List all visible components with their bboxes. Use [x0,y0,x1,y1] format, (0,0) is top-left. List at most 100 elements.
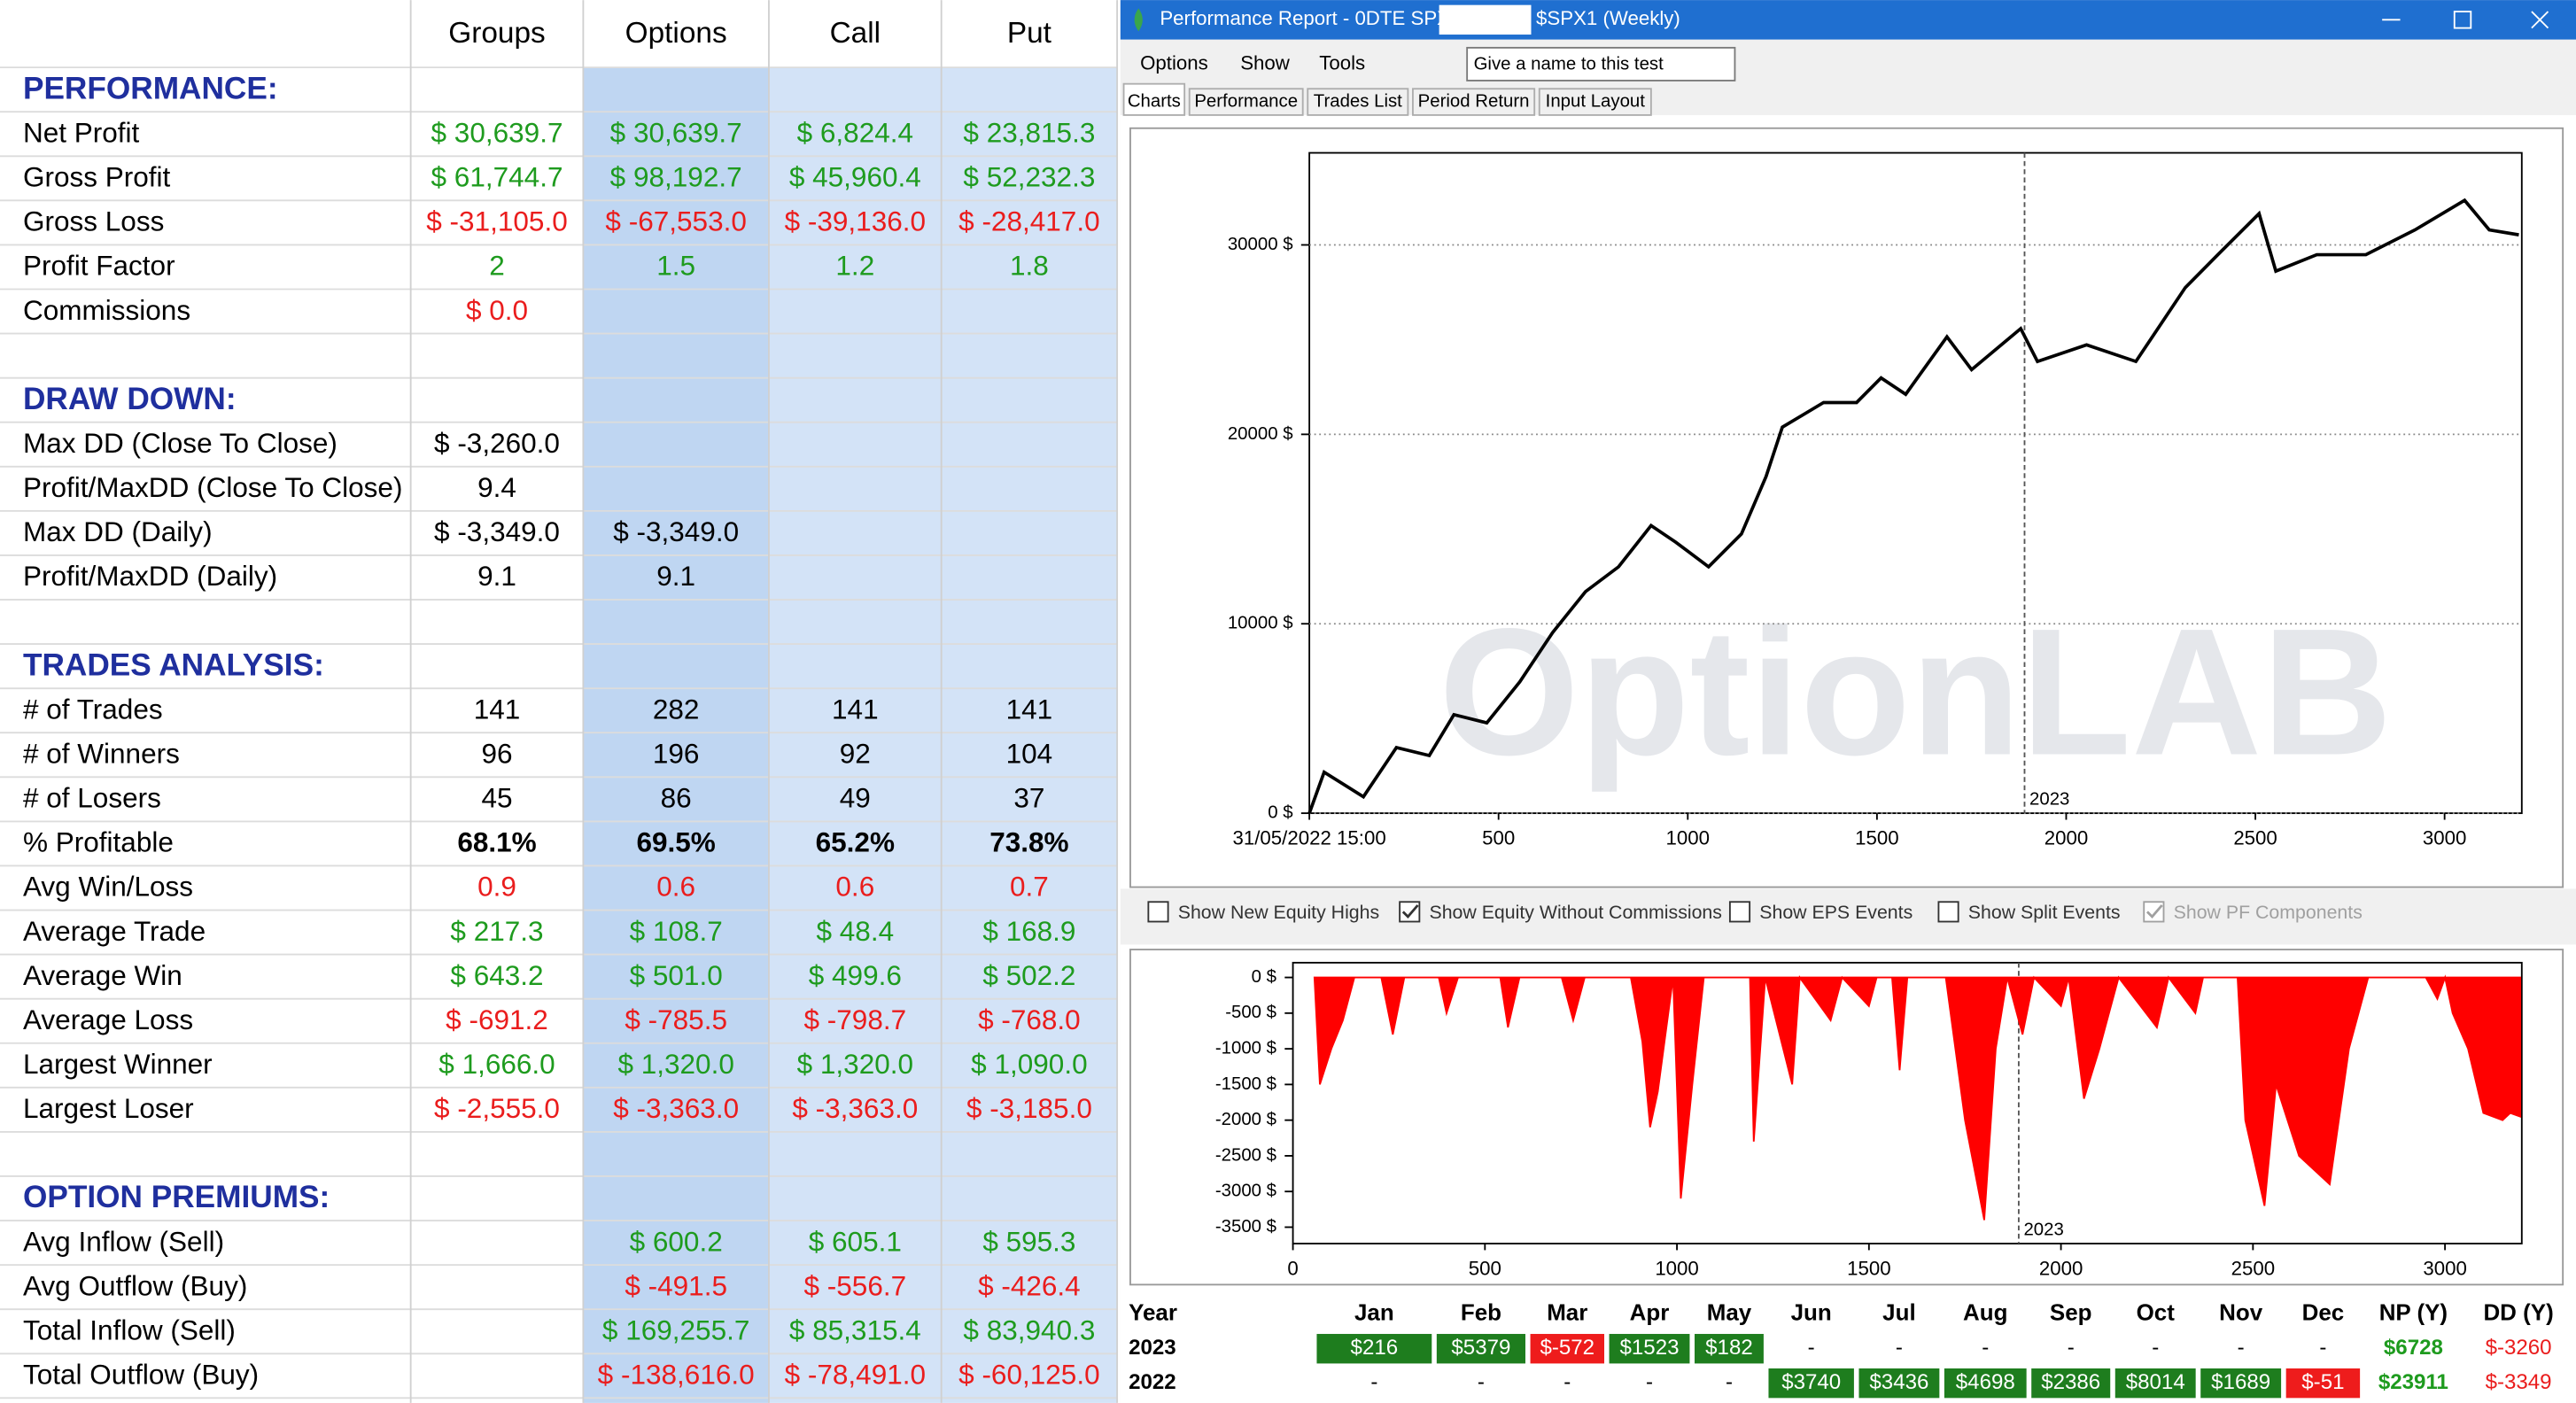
month-value: $3436 [1869,1370,1928,1394]
menu-item[interactable]: Options [1140,51,1208,74]
cell: $ -3,185.0 [966,1092,1092,1124]
cell: 69.5% [636,826,715,858]
cell: 92 [840,738,871,770]
checkbox-label[interactable]: Show EPS Events [1759,902,1913,923]
checkbox-label[interactable]: Show New Equity Highs [1178,902,1379,923]
y-tick-label: -2000 $ [1215,1110,1277,1129]
checkbox[interactable] [1937,901,1959,923]
cell: $ 217.3 [450,915,543,947]
cell: 282 [653,693,700,725]
close-button[interactable] [2531,11,2549,29]
month-cell [1693,1332,1765,1366]
row-label: Max DD (Close To Close) [23,427,338,459]
cell: $ -3,349.0 [613,515,739,547]
watermark: OptionLAB [1439,591,2392,793]
menu-item[interactable]: Tools [1319,51,1365,74]
cell: $ -31,105.0 [426,205,567,237]
month-value: $2386 [2041,1370,2100,1394]
maximize-button[interactable] [2453,11,2472,29]
cell: 45 [481,782,512,814]
row-label: Net Profit [23,116,140,148]
row-label: Average Trade [23,915,206,947]
month-value: - [1982,1336,1989,1360]
checkmark [1401,904,1419,919]
checkbox-label[interactable]: Show Equity Without Commissions [1429,902,1721,923]
cell: $ 48.4 [817,915,895,947]
menu-item[interactable]: Show [1240,51,1291,74]
cell: 9.4 [477,471,516,503]
x-tick-label: 1000 [1655,1258,1699,1280]
month-value: $-3349 [2486,1370,2552,1394]
app-icon [1134,8,1143,32]
month-header: Apr [1630,1299,1670,1326]
tab-label[interactable]: Performance [1194,91,1298,111]
month-header: NP (Y) [2379,1299,2448,1326]
checkbox-label[interactable]: Show Split Events [1968,902,2121,923]
month-value: 2022 [1129,1370,1176,1394]
month-header: Nov [2219,1299,2263,1326]
row-label: # of Winners [23,738,180,770]
cell: 1.2 [835,250,874,282]
month-value: $-51 [2301,1370,2344,1394]
tab[interactable] [1122,82,1186,116]
cell: $ 61,744.7 [431,161,563,193]
cell: $ 108.7 [630,915,723,947]
tab-label[interactable]: Period Return [1418,91,1530,111]
row-label: Total Outflow (Buy) [23,1359,259,1391]
cell: 68.1% [457,826,536,858]
month-value: $4698 [1956,1370,2015,1394]
checkbox[interactable] [1399,901,1421,923]
month-header: Sep [2050,1299,2092,1326]
cell: 0.9 [477,871,516,903]
cell: 0.7 [1010,871,1049,903]
name-input[interactable] [1466,46,1736,81]
cell: $ 30,639.7 [610,116,742,148]
checkbox[interactable] [1147,901,1169,923]
month-header: Feb [1461,1299,1501,1326]
column-header: Groups [448,17,545,50]
cell: 196 [653,738,700,770]
month-cell [2199,1367,2283,1400]
cell: 96 [481,738,512,770]
month-value: - [2238,1336,2245,1360]
row-label: Average Loss [23,1004,193,1035]
tab[interactable] [1412,88,1536,116]
cell: $ -768.0 [978,1004,1081,1035]
month-cell [1434,1332,1527,1366]
checkbox[interactable] [1728,901,1751,923]
cell: $ -491.5 [625,1269,727,1301]
month-header: Oct [2137,1299,2176,1326]
cell: 86 [661,782,692,814]
tab[interactable] [1307,88,1409,116]
cell: 141 [832,693,879,725]
y-tick-label: 10000 $ [1228,614,1293,633]
cell: $ -67,553.0 [605,205,746,237]
cell: $ 85,315.4 [789,1314,921,1345]
y-tick-label: -500 $ [1225,1003,1276,1022]
tab-label[interactable]: Charts [1128,91,1181,111]
row-label: Largest Loser [23,1092,194,1124]
month-value: $182 [1705,1336,1753,1360]
tab-label[interactable]: Input Layout [1546,91,1646,111]
month-value: $1689 [2211,1370,2270,1394]
cell: $ 1,320.0 [797,1048,913,1080]
month-header: Aug [1963,1299,2007,1326]
cell: $ 98,192.7 [610,161,742,193]
cell: $ 600.2 [630,1225,723,1257]
month-value: $216 [1351,1336,1399,1360]
window-title: Performance Report - 0DTE SPX [1160,7,1450,29]
cell: $ -3,363.0 [792,1092,918,1124]
x-tick-label: 2500 [2233,827,2277,849]
row-label: Profit/MaxDD (Daily) [23,560,277,592]
cell: $ 605.1 [809,1225,902,1257]
column-header: Call [830,17,881,50]
checkbox [2143,901,2165,923]
y-tick-label: -1000 $ [1215,1038,1277,1058]
y-tick-label: -1500 $ [1215,1074,1277,1094]
tab-label[interactable]: Trades List [1314,91,1402,111]
cell: $ 83,940.3 [963,1314,1095,1345]
tab[interactable] [1188,88,1304,116]
tab[interactable] [1538,88,1652,116]
cell: $ 1,090.0 [971,1048,1087,1080]
name-input-text[interactable]: Give a name to this test [1474,55,1664,74]
